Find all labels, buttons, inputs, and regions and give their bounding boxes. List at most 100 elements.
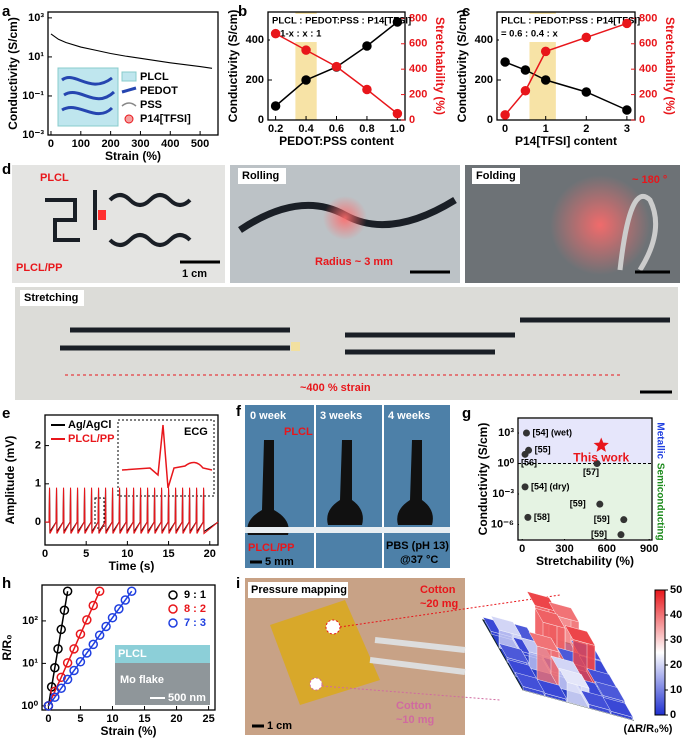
pointer bbox=[339, 594, 561, 628]
data-point bbox=[114, 604, 124, 614]
x-tick-label: 300 bbox=[131, 138, 149, 150]
panel-letter: d bbox=[2, 161, 11, 178]
data-point bbox=[581, 32, 592, 43]
x-tick-label: 0.8 bbox=[359, 123, 374, 135]
chart-title: PLCL : PEDOT:PSS : P14[TFSI] bbox=[272, 16, 411, 27]
panel-f: f 0 week 3 weeks 4 weeks PLCL PLCL/PP 5 … bbox=[236, 403, 450, 568]
x-tick-label: 600 bbox=[598, 543, 616, 555]
legend-marker bbox=[168, 604, 178, 614]
panel-letter: c bbox=[462, 3, 470, 20]
colorbar-tick-label: 30 bbox=[670, 634, 682, 646]
y-tick-label: 200 bbox=[475, 74, 493, 86]
electrode bbox=[327, 440, 363, 525]
led bbox=[98, 210, 106, 220]
inset-label: ECG bbox=[184, 426, 208, 438]
data-point bbox=[82, 615, 92, 625]
y2-tick-label: 200 bbox=[639, 88, 657, 100]
y2-tick-label: 600 bbox=[639, 38, 657, 50]
bar-face bbox=[594, 681, 626, 702]
y-tick-label: 10² bbox=[22, 615, 38, 627]
photo-label: 4 weeks bbox=[388, 410, 430, 422]
x-tick-label: 2 bbox=[583, 123, 589, 135]
data-line bbox=[45, 487, 219, 535]
x-tick-label: 500 bbox=[191, 138, 209, 150]
photo-label: 0 week bbox=[250, 410, 287, 422]
data-point bbox=[540, 75, 551, 85]
data-point bbox=[581, 87, 592, 97]
data-point bbox=[620, 516, 628, 524]
point-label: [54] (wet) bbox=[532, 427, 572, 437]
y-tick-label: 2 bbox=[35, 439, 41, 451]
y-axis-label: Amplitude (mV) bbox=[3, 436, 17, 525]
y-tick-label: 10³ bbox=[498, 427, 514, 439]
data-point bbox=[362, 41, 372, 51]
x-tick-label: 15 bbox=[138, 713, 150, 725]
ecg-inset: ECG bbox=[94, 419, 215, 529]
photo-label: Cotton bbox=[420, 584, 456, 596]
x-tick-label: 1 bbox=[543, 123, 549, 135]
electrode bbox=[45, 190, 192, 247]
x-tick-label: 5 bbox=[77, 713, 83, 725]
plot-frame bbox=[517, 417, 653, 541]
photo bbox=[15, 287, 678, 400]
photo-label: ~20 mg bbox=[420, 598, 458, 610]
x-tick-label: 5 bbox=[83, 548, 89, 560]
y-tick-label: 1 bbox=[35, 478, 41, 490]
chart-subtitle: = 0.6 : 0.4 : x bbox=[501, 29, 558, 40]
bar-face bbox=[490, 615, 522, 637]
title-box bbox=[499, 14, 627, 42]
x-axis-label: Strain (%) bbox=[100, 724, 156, 738]
pointer bbox=[321, 685, 501, 701]
data-point bbox=[524, 513, 532, 521]
inset-label: 500 nm bbox=[168, 692, 206, 704]
photo-label: ~10 mg bbox=[396, 714, 434, 726]
x-tick-label: 20 bbox=[204, 548, 216, 560]
y-tick-label: 10¹ bbox=[28, 51, 44, 63]
inset-legend: PSS bbox=[140, 99, 162, 111]
photo-label: 3 weeks bbox=[320, 410, 362, 422]
data-point bbox=[522, 429, 530, 437]
x-tick-label: 3 bbox=[624, 123, 630, 135]
bar-face bbox=[564, 625, 596, 646]
x-tick-label: 100 bbox=[72, 138, 90, 150]
legend-swatch bbox=[121, 71, 137, 82]
y-tick-label: 200 bbox=[246, 74, 264, 86]
data-point bbox=[540, 46, 551, 57]
data-point bbox=[94, 630, 105, 640]
data-point bbox=[520, 65, 531, 75]
data-line bbox=[47, 590, 133, 707]
legend-label: 9 : 1 bbox=[184, 589, 206, 601]
data-point bbox=[56, 672, 66, 683]
y-axis-label: Conductivity (S/cm) bbox=[455, 10, 469, 123]
y-tick-label: 400 bbox=[246, 34, 264, 46]
x-tick-label: 0 bbox=[519, 543, 525, 555]
photo-label: PLCL/PP bbox=[16, 262, 62, 274]
legend-swatch bbox=[121, 86, 137, 94]
inset-label: Mo flake bbox=[120, 674, 164, 686]
photo-label: Rolling bbox=[242, 170, 279, 182]
inset-layer bbox=[115, 645, 210, 663]
x-tick-label: 0 bbox=[502, 123, 508, 135]
inset-label: PLCL bbox=[118, 648, 147, 660]
x-tick-label: 0 bbox=[48, 138, 54, 150]
data-line bbox=[50, 33, 213, 69]
photo-label: 1 cm bbox=[267, 720, 292, 732]
cotton bbox=[309, 677, 323, 691]
bar-3d bbox=[558, 667, 590, 709]
y-tick-label: 10¹ bbox=[22, 657, 38, 669]
data-point bbox=[270, 101, 281, 111]
photo-label: Radius ~ 3 mm bbox=[315, 256, 393, 268]
point-label: This work bbox=[573, 451, 629, 465]
data-point bbox=[59, 605, 70, 616]
data-point bbox=[622, 18, 632, 29]
legend-label: Ag/AgCl bbox=[68, 419, 111, 431]
x-tick-label: 1.0 bbox=[390, 123, 405, 135]
data-point bbox=[521, 483, 529, 491]
data-point bbox=[75, 629, 86, 639]
legend-marker bbox=[168, 618, 178, 628]
colorbar bbox=[654, 589, 666, 716]
photo-label: Stretching bbox=[24, 292, 78, 304]
colorbar-label: (ΔR/R₀%) bbox=[624, 723, 673, 735]
photo-label: PLCL bbox=[40, 172, 69, 184]
